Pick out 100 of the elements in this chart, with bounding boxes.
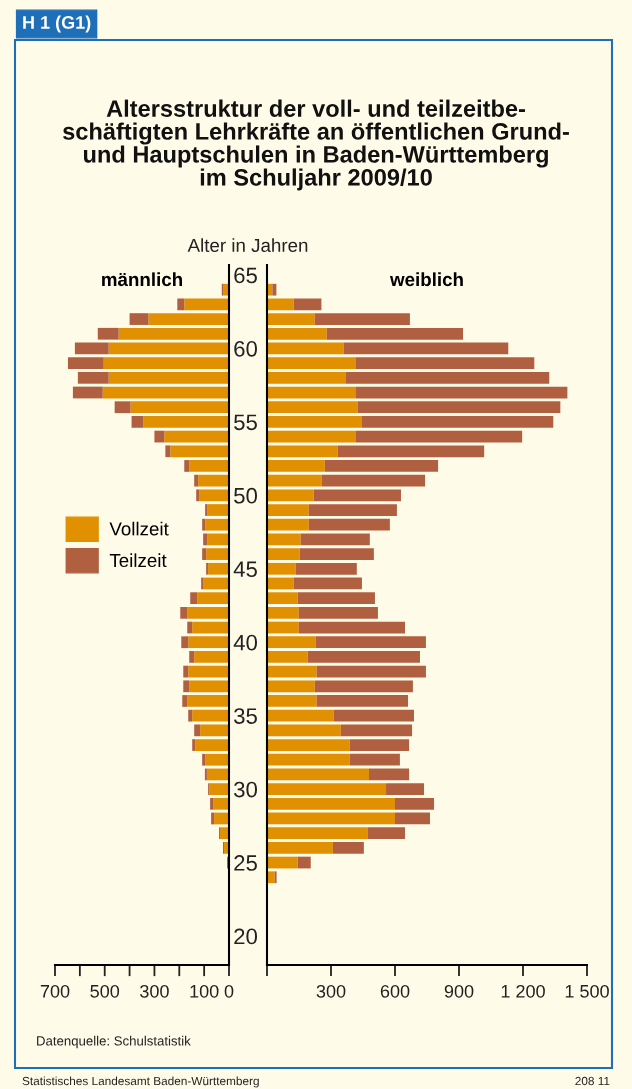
bar	[114, 401, 131, 414]
bar	[267, 342, 344, 355]
bar	[361, 416, 554, 428]
bar	[332, 841, 364, 854]
x-tick-label: 300	[140, 984, 169, 998]
bar	[202, 753, 206, 766]
bar	[267, 386, 356, 399]
bar	[316, 695, 409, 707]
bar	[190, 592, 198, 605]
y-tick-label: 30	[234, 781, 258, 798]
bar	[267, 592, 298, 605]
bar	[131, 416, 144, 428]
bar	[267, 298, 294, 311]
bar	[293, 298, 322, 311]
bar	[267, 562, 296, 575]
bar	[267, 504, 309, 516]
bar	[357, 401, 561, 414]
bar	[118, 327, 229, 340]
x-tick-label: 300	[316, 984, 346, 998]
bar	[183, 680, 190, 693]
bar	[143, 416, 229, 428]
x-tick-label: 0	[224, 984, 234, 998]
x-tick-label: 700	[40, 984, 70, 998]
bar	[267, 739, 350, 751]
bar	[267, 357, 356, 370]
bar	[267, 753, 350, 766]
legend-label: Vollzeit	[109, 521, 169, 536]
bar	[267, 313, 315, 325]
bar	[267, 489, 314, 502]
bar	[180, 606, 188, 619]
y-tick-label: 50	[234, 487, 258, 504]
bar	[340, 724, 413, 737]
bar	[308, 518, 390, 531]
bar	[316, 665, 426, 678]
bar	[267, 401, 358, 414]
bar	[395, 797, 435, 810]
bar	[314, 313, 410, 325]
bar	[267, 636, 316, 649]
bar	[308, 504, 397, 516]
bar	[267, 416, 362, 428]
bar	[298, 606, 378, 619]
bar	[272, 283, 277, 296]
bar	[192, 709, 229, 722]
bar	[188, 636, 229, 649]
bar	[293, 577, 362, 590]
bar	[192, 739, 196, 751]
bar	[206, 548, 229, 560]
bar	[194, 651, 229, 663]
bar	[267, 327, 327, 340]
bar	[209, 783, 229, 795]
bar	[355, 386, 568, 399]
bar	[345, 371, 550, 384]
bar	[203, 533, 208, 546]
bar	[194, 474, 199, 487]
bar	[267, 724, 341, 737]
bar	[267, 371, 346, 384]
bar	[343, 342, 509, 355]
bar	[297, 856, 311, 869]
chart-title: männlich	[102, 272, 182, 287]
bar	[300, 533, 370, 546]
bar	[192, 621, 229, 634]
bar	[315, 636, 426, 649]
bar	[200, 724, 229, 737]
bar	[129, 313, 149, 325]
bar	[299, 548, 374, 560]
bar	[165, 445, 171, 458]
bar	[267, 577, 294, 590]
bar	[184, 460, 190, 472]
bar	[324, 460, 439, 472]
bar	[154, 430, 165, 443]
y-tick-label: 45	[233, 561, 257, 578]
bar	[267, 709, 334, 722]
chart-title: weiblich	[389, 272, 463, 287]
bar	[267, 474, 322, 487]
y-axis-title: Alter in Jahren	[187, 238, 308, 253]
bar	[72, 386, 103, 399]
x-tick-label: 1 500	[565, 984, 609, 998]
y-tick-label: 25	[234, 855, 257, 871]
bar	[108, 342, 229, 355]
bar	[67, 357, 104, 370]
y-tick-label: 35	[234, 708, 257, 724]
legend-label: Teilzeit	[109, 553, 167, 568]
bar	[267, 827, 368, 840]
bar	[103, 357, 229, 370]
bar	[267, 841, 333, 854]
bar	[102, 386, 229, 399]
x-tick-label: 900	[444, 984, 474, 998]
bar	[386, 783, 425, 795]
bar	[195, 739, 229, 751]
bar	[326, 327, 464, 340]
bar	[267, 606, 299, 619]
bar	[188, 665, 229, 678]
bar	[267, 768, 369, 781]
bar	[207, 533, 229, 546]
bar	[208, 562, 229, 575]
bar	[205, 518, 229, 531]
bar	[368, 768, 410, 781]
y-tick-label: 55	[234, 414, 257, 431]
bar	[196, 489, 200, 502]
bar	[267, 695, 317, 707]
